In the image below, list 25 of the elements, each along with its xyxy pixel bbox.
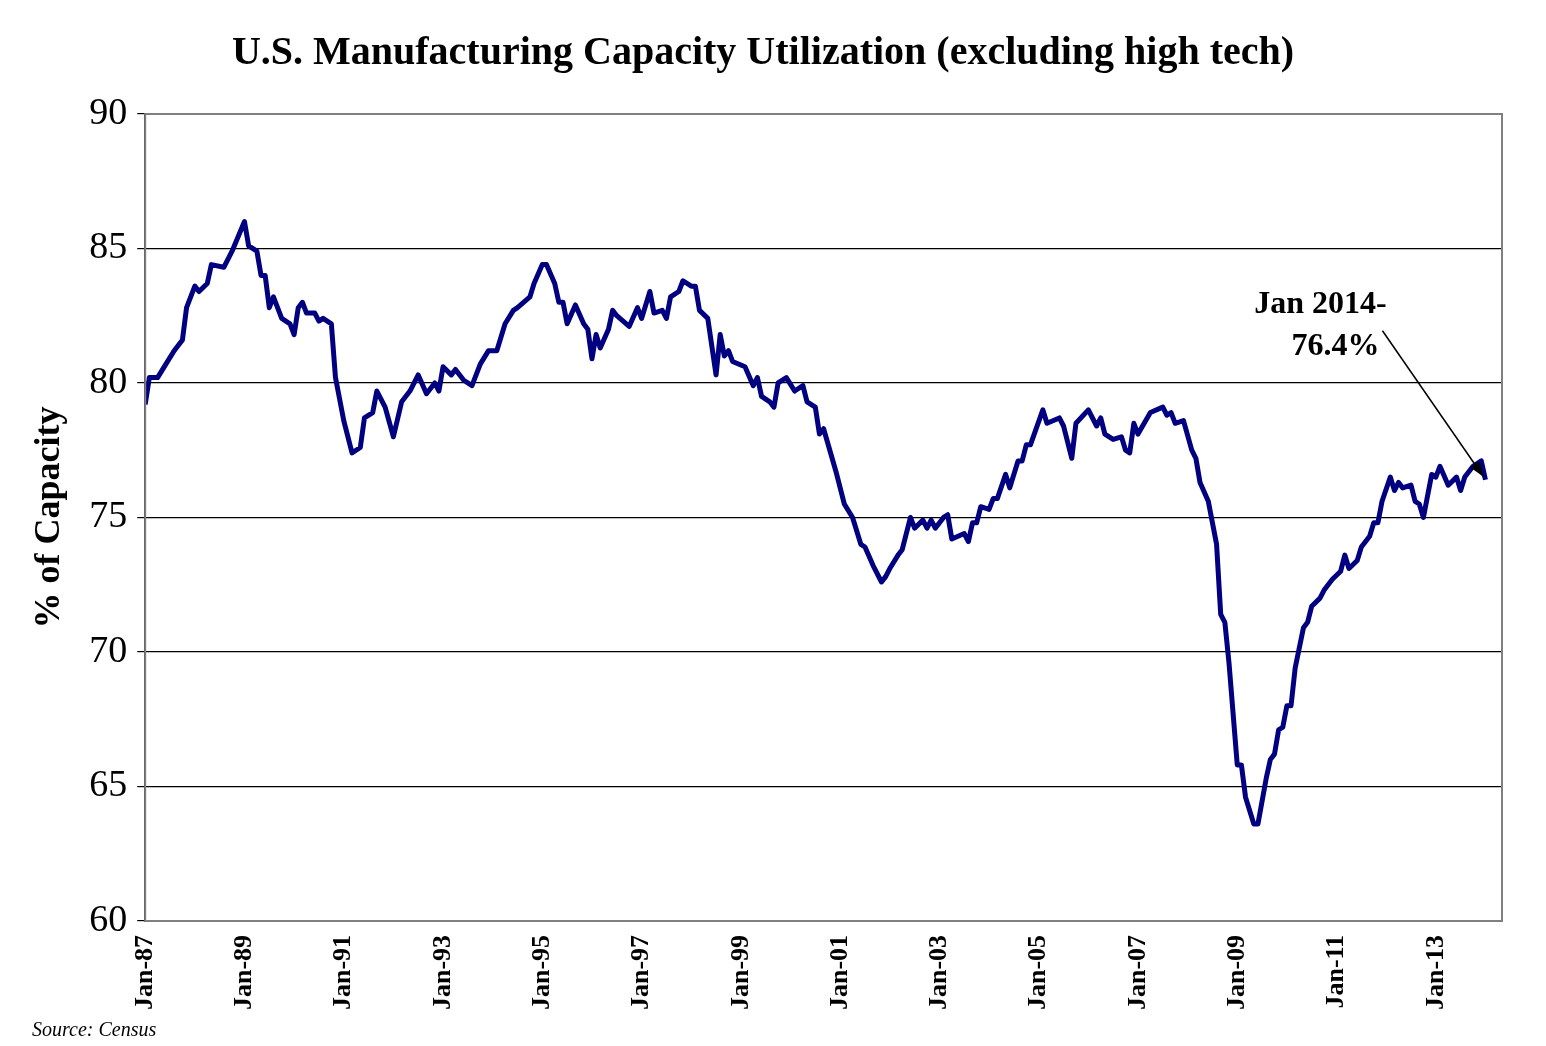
source-note: Source: Census bbox=[32, 1018, 157, 1041]
y-tick-label: 90 bbox=[89, 89, 128, 132]
x-tick-label: Jan-93 bbox=[426, 934, 456, 1011]
x-tick-label: Jan-01 bbox=[823, 934, 853, 1011]
x-tick-label: Jan-11 bbox=[1320, 934, 1350, 1009]
x-tick-label: Jan-07 bbox=[1121, 934, 1151, 1011]
y-tick-label: 65 bbox=[89, 762, 128, 805]
x-tick-label: Jan-91 bbox=[327, 934, 357, 1011]
x-tick-label: Jan-99 bbox=[724, 934, 754, 1011]
x-tick-label: Jan-09 bbox=[1220, 934, 1250, 1011]
y-tick-label: 80 bbox=[89, 358, 128, 401]
x-tick-label: Jan-03 bbox=[923, 934, 953, 1011]
y-tick-label: 70 bbox=[89, 627, 128, 670]
y-axis-title: % of Capacity bbox=[26, 406, 67, 629]
x-tick-label: Jan-95 bbox=[526, 934, 556, 1011]
chart-title: U.S. Manufacturing Capacity Utilization (excluding high tech) bbox=[231, 28, 1295, 74]
y-tick-label: 85 bbox=[89, 224, 128, 267]
y-tick-label: 60 bbox=[89, 896, 128, 939]
annotation: Jan 2014- 76.4% bbox=[1254, 284, 1387, 363]
x-tick-label: Jan-89 bbox=[228, 934, 258, 1011]
x-tick-label: Jan-05 bbox=[1022, 934, 1052, 1011]
x-tick-label: Jan-97 bbox=[625, 934, 655, 1011]
y-tick-label: 75 bbox=[89, 493, 128, 536]
x-tick-label: Jan-87 bbox=[128, 934, 158, 1011]
x-tick-label: Jan-13 bbox=[1419, 934, 1449, 1011]
